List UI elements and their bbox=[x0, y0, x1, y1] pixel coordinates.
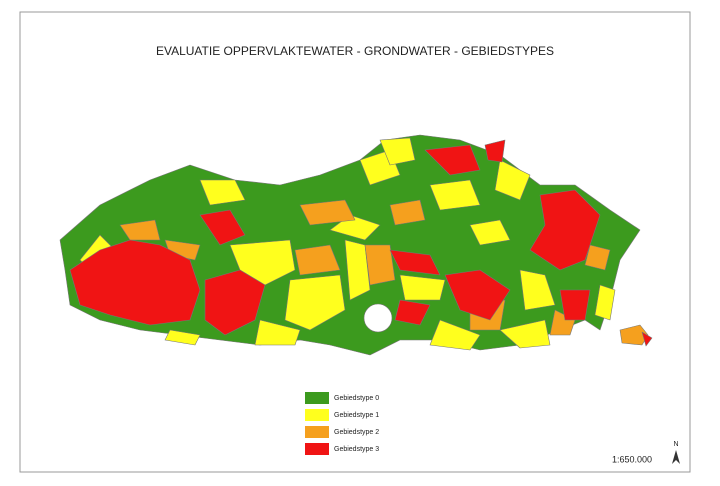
region bbox=[199, 179, 246, 206]
region bbox=[284, 274, 346, 331]
region bbox=[389, 249, 441, 276]
region bbox=[584, 244, 611, 271]
region bbox=[494, 159, 531, 201]
region bbox=[199, 209, 246, 246]
region bbox=[394, 299, 431, 326]
region bbox=[484, 139, 506, 163]
legend-swatch bbox=[305, 443, 329, 455]
region bbox=[294, 244, 341, 276]
legend-swatch bbox=[305, 426, 329, 438]
region bbox=[559, 289, 591, 321]
legend: Gebiedstype 0 Gebiedstype 1 Gebiedstype 2 G… bbox=[305, 392, 379, 455]
legend-label: Gebiedstype 1 bbox=[334, 412, 379, 419]
region bbox=[344, 239, 371, 301]
brussels-hole bbox=[363, 303, 393, 333]
region bbox=[519, 269, 556, 311]
region bbox=[429, 179, 481, 211]
region bbox=[641, 331, 653, 347]
region bbox=[444, 269, 511, 321]
region bbox=[204, 269, 266, 336]
north-label: N bbox=[673, 441, 678, 448]
map-title: EVALUATIE OPPERVLAKTEWATER - GRONDWATER … bbox=[156, 44, 554, 58]
region bbox=[164, 329, 201, 346]
region bbox=[469, 219, 511, 246]
region bbox=[399, 274, 446, 301]
legend-label: Gebiedstype 0 bbox=[334, 395, 379, 402]
region bbox=[119, 219, 161, 241]
region bbox=[429, 319, 481, 351]
region bbox=[364, 244, 396, 286]
region bbox=[594, 284, 616, 321]
region bbox=[299, 199, 356, 226]
legend-swatch bbox=[305, 409, 329, 421]
region bbox=[379, 137, 416, 166]
region bbox=[529, 189, 601, 271]
region bbox=[499, 319, 551, 349]
region bbox=[254, 319, 301, 346]
region bbox=[69, 239, 201, 326]
map bbox=[59, 134, 653, 356]
legend-label: Gebiedstype 3 bbox=[334, 446, 379, 453]
legend-label: Gebiedstype 2 bbox=[334, 429, 379, 436]
legend-swatch bbox=[305, 392, 329, 404]
region bbox=[424, 144, 481, 176]
north-arrow bbox=[672, 450, 680, 464]
scale: 1:650.000 bbox=[612, 454, 652, 464]
region bbox=[389, 199, 426, 226]
